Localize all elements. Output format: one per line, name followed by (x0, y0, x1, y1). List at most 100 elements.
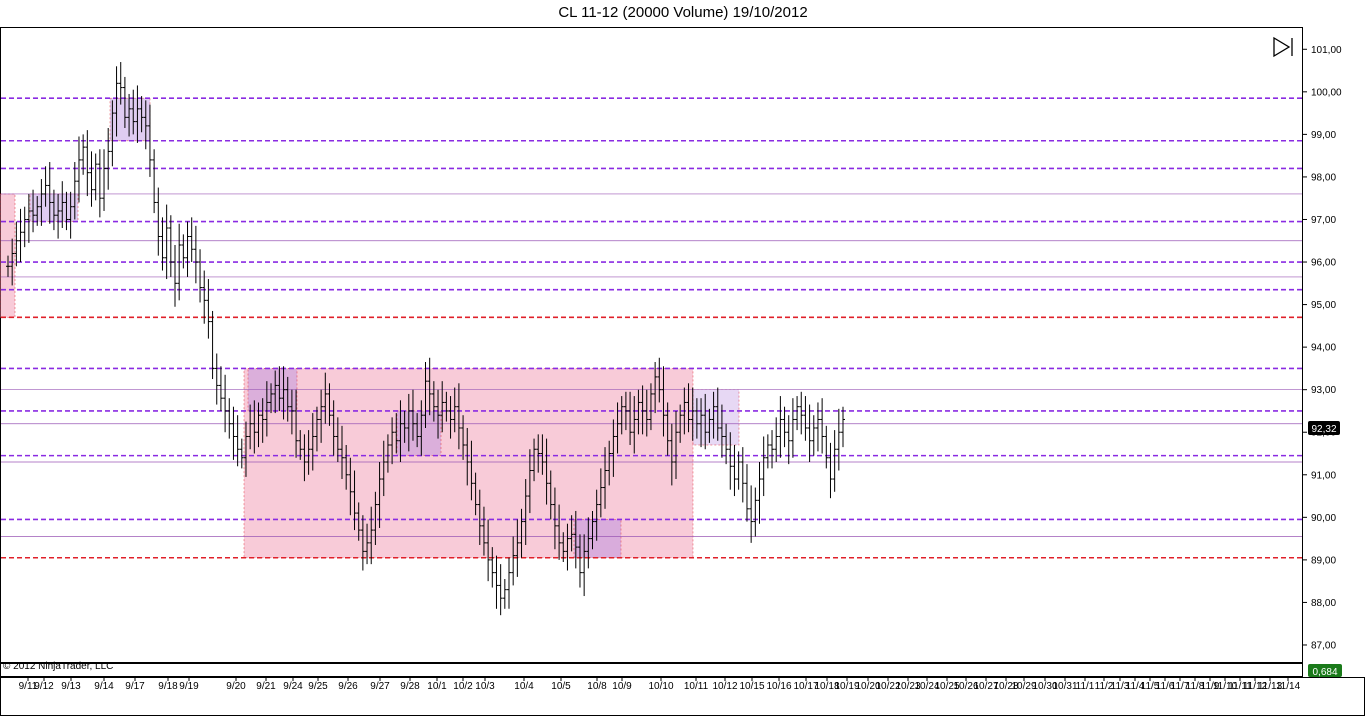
x-tick-label: 11/1 (1076, 681, 1095, 692)
price-bar (122, 76, 127, 128)
price-bar (640, 385, 645, 435)
x-tick-label: 10/3 (475, 681, 495, 692)
price-bar (6, 255, 10, 277)
price-bar (674, 410, 678, 480)
price-bar (127, 93, 132, 137)
price-bar (473, 472, 478, 516)
x-tick-label: 10/23 (895, 681, 920, 692)
price-bar (264, 381, 269, 437)
price-bar (820, 398, 825, 454)
price-bar (565, 523, 570, 571)
x-tick-label: 10/22 (875, 681, 900, 692)
price-bar (690, 387, 695, 441)
play-forward-icon[interactable] (1273, 36, 1293, 58)
y-tick-label: 89,00 (1311, 555, 1336, 566)
price-bar (369, 506, 374, 565)
price-bar (419, 400, 424, 456)
price-bar (732, 444, 737, 497)
x-tick-label: 9/24 (283, 681, 303, 692)
price-bar (790, 398, 795, 458)
x-tick-label: 9/19 (179, 681, 199, 692)
x-tick-label: 10/30 (1032, 681, 1057, 692)
price-bar (214, 353, 219, 405)
price-bar (686, 383, 691, 433)
price-bar (669, 423, 674, 486)
price-bar (440, 381, 445, 433)
price-bar (598, 468, 603, 518)
price-bar (644, 389, 649, 437)
price-bar (623, 391, 628, 431)
price-bar (173, 245, 177, 307)
price-bar (657, 357, 662, 403)
price-bar (557, 504, 562, 560)
price-bar (76, 136, 81, 203)
price-bar (256, 402, 261, 448)
x-tick-label: 11/14 (1276, 681, 1301, 692)
price-bar (778, 396, 783, 458)
price-bar (135, 85, 140, 143)
price-bar (406, 393, 411, 452)
price-bar (828, 442, 833, 499)
indicator-value-label: 0,684 (1312, 667, 1337, 678)
price-bar (243, 421, 248, 477)
price-bar (607, 440, 612, 486)
shaded-zones (0, 97, 740, 559)
price-bar (736, 451, 741, 490)
price-bar (306, 430, 311, 475)
price-bar (402, 410, 407, 443)
price-bar (548, 470, 553, 520)
price-bar (511, 536, 516, 586)
price-bar (281, 366, 286, 420)
price-bar (294, 389, 299, 458)
y-tick-label: 96,00 (1311, 258, 1336, 269)
x-tick-label: 10/17 (793, 681, 818, 692)
price-bar (89, 151, 94, 207)
price-bar (177, 223, 182, 301)
price-bar (590, 510, 595, 550)
price-bar (811, 415, 816, 456)
price-bar (160, 217, 165, 271)
price-bar (68, 191, 73, 239)
price-bar (782, 406, 787, 448)
x-tick-label: 9/14 (94, 681, 114, 692)
y-tick-label: 91,00 (1311, 470, 1336, 481)
price-bar (352, 470, 357, 531)
x-tick-label: 10/19 (834, 681, 859, 692)
range-zone-left (0, 193, 16, 318)
x-tick-label: 9/17 (125, 681, 145, 692)
price-bar (93, 153, 98, 201)
price-bar (707, 408, 712, 443)
price-bar (97, 149, 102, 218)
price-bar (385, 434, 390, 473)
price-bar (235, 415, 240, 467)
price-panel-frame (0, 27, 1303, 663)
x-tick-label: 10/27 (973, 681, 998, 692)
x-tick-label: 11/13 (1258, 681, 1283, 692)
price-bar (724, 423, 729, 465)
price-bar (648, 383, 653, 431)
x-tick-label: 11/3 (1111, 681, 1130, 692)
price-bar (540, 434, 545, 475)
price-bar (628, 391, 633, 445)
price-bar (147, 104, 152, 177)
price-bar (356, 502, 361, 541)
y-tick-label: 93,00 (1311, 385, 1336, 396)
price-bar (636, 389, 641, 435)
y-tick-label: 94,00 (1311, 343, 1336, 354)
price-bar (185, 221, 190, 277)
x-tick-label: 9/21 (256, 681, 276, 692)
price-bar (749, 485, 754, 543)
price-bar (452, 387, 457, 433)
price-bar (477, 489, 482, 545)
x-tick-label: 9/20 (226, 681, 246, 692)
price-bar (43, 166, 48, 207)
price-bar (469, 440, 474, 501)
price-bars (6, 62, 845, 616)
x-tick-label: 11/12 (1243, 681, 1268, 692)
price-bar (314, 406, 319, 452)
price-bar (181, 234, 186, 269)
price-bar (56, 193, 61, 239)
price-bar (507, 557, 511, 609)
x-tick-label: 10/29 (1011, 681, 1036, 692)
